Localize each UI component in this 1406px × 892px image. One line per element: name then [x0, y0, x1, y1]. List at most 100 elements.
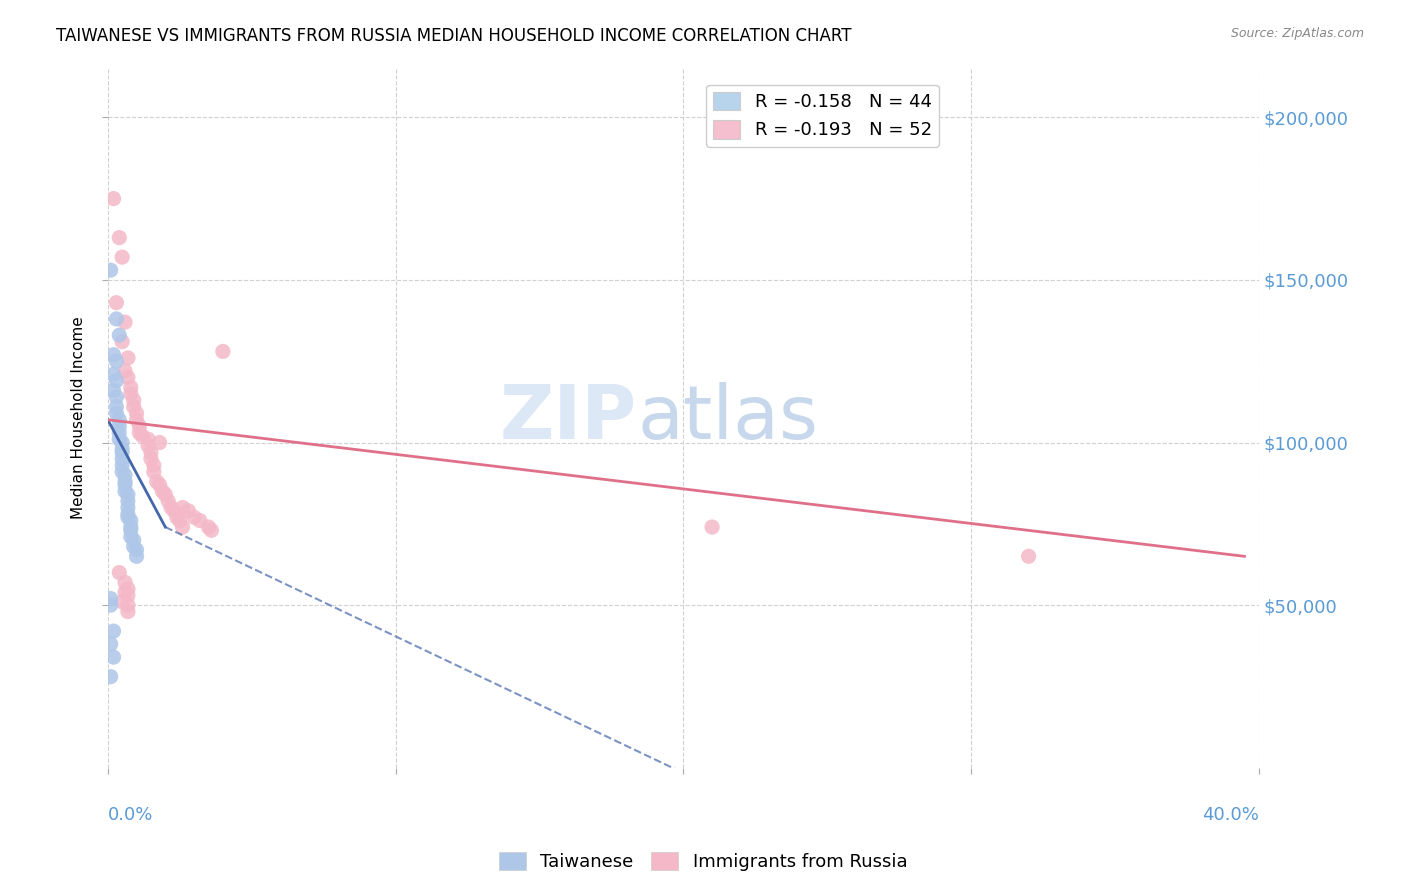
- Point: [117, 605, 139, 619]
- Point: [105, 406, 128, 420]
- Point: [172, 520, 194, 534]
- Text: atlas: atlas: [637, 382, 818, 455]
- Point: [120, 530, 142, 544]
- Point: [111, 595, 134, 609]
- Point: [120, 520, 142, 534]
- Point: [103, 368, 125, 382]
- Point: [105, 390, 128, 404]
- Point: [117, 370, 139, 384]
- Point: [148, 435, 170, 450]
- Point: [188, 514, 211, 528]
- Point: [117, 351, 139, 365]
- Point: [111, 442, 134, 456]
- Point: [128, 419, 150, 434]
- Point: [108, 419, 131, 434]
- Text: Source: ZipAtlas.com: Source: ZipAtlas.com: [1230, 27, 1364, 40]
- Point: [142, 465, 165, 479]
- Point: [111, 334, 134, 349]
- Point: [114, 364, 136, 378]
- Point: [125, 406, 148, 420]
- Point: [105, 295, 128, 310]
- Point: [111, 465, 134, 479]
- Point: [155, 487, 177, 501]
- Point: [114, 477, 136, 491]
- Point: [131, 429, 153, 443]
- Point: [183, 510, 205, 524]
- Point: [139, 451, 162, 466]
- Point: [105, 400, 128, 414]
- Point: [114, 315, 136, 329]
- Point: [117, 500, 139, 515]
- Point: [197, 520, 219, 534]
- Point: [114, 484, 136, 499]
- Point: [111, 250, 134, 264]
- Point: [120, 524, 142, 538]
- Point: [103, 624, 125, 639]
- Point: [108, 328, 131, 343]
- Point: [111, 451, 134, 466]
- Point: [1018, 549, 1040, 564]
- Point: [120, 386, 142, 401]
- Point: [125, 549, 148, 564]
- Text: 0.0%: 0.0%: [108, 806, 153, 824]
- Point: [117, 598, 139, 612]
- Point: [105, 354, 128, 368]
- Y-axis label: Median Household Income: Median Household Income: [72, 317, 86, 519]
- Point: [117, 507, 139, 521]
- Point: [108, 566, 131, 580]
- Legend: Taiwanese, Immigrants from Russia: Taiwanese, Immigrants from Russia: [491, 845, 915, 879]
- Point: [172, 500, 194, 515]
- Point: [166, 510, 188, 524]
- Point: [122, 533, 145, 547]
- Point: [117, 588, 139, 602]
- Point: [136, 432, 159, 446]
- Point: [177, 504, 200, 518]
- Point: [108, 432, 131, 446]
- Point: [142, 458, 165, 473]
- Point: [160, 500, 183, 515]
- Point: [111, 458, 134, 473]
- Point: [136, 439, 159, 453]
- Point: [212, 344, 235, 359]
- Point: [114, 468, 136, 483]
- Point: [122, 400, 145, 414]
- Point: [152, 484, 174, 499]
- Point: [163, 504, 186, 518]
- Point: [100, 598, 122, 612]
- Point: [145, 475, 167, 489]
- Point: [108, 413, 131, 427]
- Point: [122, 540, 145, 554]
- Point: [114, 585, 136, 599]
- Point: [120, 514, 142, 528]
- Point: [108, 425, 131, 440]
- Point: [103, 384, 125, 398]
- Point: [100, 263, 122, 277]
- Point: [157, 494, 180, 508]
- Point: [169, 514, 191, 528]
- Point: [128, 425, 150, 440]
- Point: [122, 393, 145, 408]
- Point: [111, 435, 134, 450]
- Point: [114, 475, 136, 489]
- Point: [117, 582, 139, 596]
- Point: [111, 445, 134, 459]
- Point: [105, 312, 128, 326]
- Point: [117, 494, 139, 508]
- Point: [139, 445, 162, 459]
- Point: [114, 575, 136, 590]
- Point: [148, 477, 170, 491]
- Text: 40.0%: 40.0%: [1202, 806, 1258, 824]
- Point: [100, 637, 122, 651]
- Point: [108, 230, 131, 244]
- Point: [125, 542, 148, 557]
- Text: ZIP: ZIP: [501, 382, 637, 455]
- Point: [120, 380, 142, 394]
- Point: [200, 524, 222, 538]
- Point: [117, 510, 139, 524]
- Legend: R = -0.158   N = 44, R = -0.193   N = 52: R = -0.158 N = 44, R = -0.193 N = 52: [706, 85, 939, 146]
- Point: [117, 487, 139, 501]
- Point: [103, 348, 125, 362]
- Point: [100, 591, 122, 606]
- Point: [125, 413, 148, 427]
- Point: [103, 192, 125, 206]
